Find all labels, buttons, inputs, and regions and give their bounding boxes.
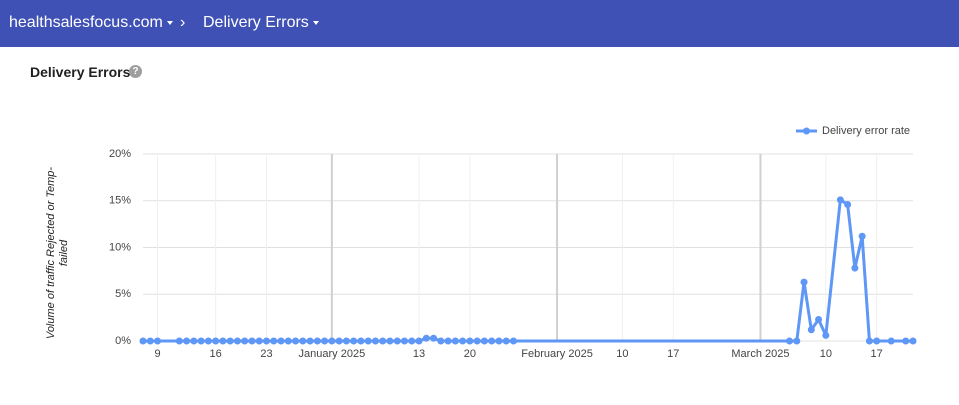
data-point bbox=[241, 337, 249, 345]
data-point bbox=[248, 337, 256, 345]
data-point bbox=[865, 337, 873, 345]
data-point bbox=[175, 337, 183, 345]
data-point bbox=[204, 337, 212, 345]
data-point bbox=[292, 337, 300, 345]
data-point bbox=[822, 331, 830, 339]
data-point bbox=[277, 337, 285, 345]
x-tick-label: 13 bbox=[413, 348, 425, 360]
x-tick-label: 10 bbox=[820, 348, 832, 360]
data-point bbox=[488, 337, 496, 345]
data-point bbox=[255, 337, 263, 345]
legend-marker bbox=[803, 127, 810, 135]
y-tick-label: 0% bbox=[115, 335, 131, 347]
x-tick-label: 17 bbox=[871, 348, 883, 360]
x-tick-label: 9 bbox=[154, 348, 160, 360]
data-point bbox=[146, 337, 154, 345]
data-point bbox=[480, 337, 488, 345]
data-point bbox=[451, 337, 459, 345]
data-point bbox=[139, 337, 147, 345]
data-point bbox=[873, 337, 881, 345]
data-point bbox=[401, 337, 409, 345]
data-point bbox=[219, 337, 227, 345]
data-point bbox=[154, 337, 162, 345]
data-point bbox=[408, 337, 416, 345]
data-point bbox=[357, 337, 365, 345]
data-point bbox=[415, 337, 423, 345]
data-point bbox=[364, 337, 372, 345]
x-tick-label: January 2025 bbox=[299, 348, 366, 360]
data-point bbox=[466, 337, 474, 345]
section-title: Delivery Errors bbox=[30, 64, 131, 80]
legend-label: Delivery error rate bbox=[822, 125, 910, 137]
data-point bbox=[306, 337, 314, 345]
x-tick-label: 16 bbox=[210, 348, 222, 360]
data-point bbox=[502, 337, 510, 345]
data-point bbox=[887, 337, 895, 345]
data-point bbox=[422, 334, 430, 342]
data-point bbox=[262, 337, 270, 345]
x-tick-label: 10 bbox=[616, 348, 628, 360]
data-point bbox=[335, 337, 343, 345]
separator: › bbox=[180, 14, 186, 31]
data-point bbox=[328, 337, 336, 345]
domain: healthsalesfocus.com bbox=[9, 14, 163, 31]
data-point bbox=[284, 337, 292, 345]
data-point bbox=[342, 337, 350, 345]
data-point bbox=[902, 337, 910, 345]
data-point bbox=[371, 337, 379, 345]
data-point bbox=[350, 337, 358, 345]
x-tick-label: 20 bbox=[464, 348, 476, 360]
data-point bbox=[800, 278, 808, 286]
data-point bbox=[270, 337, 278, 345]
data-point bbox=[495, 337, 503, 345]
data-point bbox=[844, 200, 852, 208]
data-point bbox=[836, 196, 844, 204]
data-point bbox=[386, 337, 394, 345]
data-point bbox=[807, 326, 815, 334]
data-point bbox=[183, 337, 191, 345]
data-point bbox=[437, 337, 445, 345]
data-point bbox=[212, 337, 220, 345]
data-point bbox=[430, 334, 438, 342]
data-point bbox=[190, 337, 198, 345]
help-icon[interactable]: ? bbox=[129, 65, 142, 78]
data-point bbox=[379, 337, 387, 345]
data-point bbox=[786, 337, 794, 345]
y-tick-label: 5% bbox=[115, 288, 131, 300]
data-point bbox=[393, 337, 401, 345]
page-name: Delivery Errors bbox=[203, 14, 309, 31]
data-point bbox=[459, 337, 467, 345]
data-point bbox=[444, 337, 452, 345]
data-point bbox=[858, 232, 866, 240]
y-tick-label: 15% bbox=[109, 195, 131, 207]
data-point bbox=[197, 337, 205, 345]
x-tick-label: 17 bbox=[667, 348, 679, 360]
top-bar: healthsalesfocus.com › Delivery Errors bbox=[0, 0, 959, 47]
data-point bbox=[233, 337, 241, 345]
y-tick-label: 20% bbox=[109, 148, 131, 160]
page-selector[interactable]: Delivery Errors bbox=[203, 14, 319, 32]
y-tick-label: 10% bbox=[109, 241, 131, 253]
data-point bbox=[509, 337, 517, 345]
data-point bbox=[299, 337, 307, 345]
data-point bbox=[313, 337, 321, 345]
x-tick-label: February 2025 bbox=[521, 348, 593, 360]
domain-selector[interactable]: healthsalesfocus.com bbox=[9, 14, 173, 32]
data-point bbox=[321, 337, 329, 345]
data-point bbox=[815, 315, 823, 323]
series-line bbox=[143, 198, 913, 343]
x-tick-label: 23 bbox=[260, 348, 272, 360]
data-point bbox=[851, 264, 859, 272]
data-point bbox=[473, 337, 481, 345]
data-point bbox=[226, 337, 234, 345]
data-point bbox=[909, 337, 917, 345]
data-point bbox=[793, 337, 801, 345]
x-tick-label: March 2025 bbox=[731, 348, 789, 360]
